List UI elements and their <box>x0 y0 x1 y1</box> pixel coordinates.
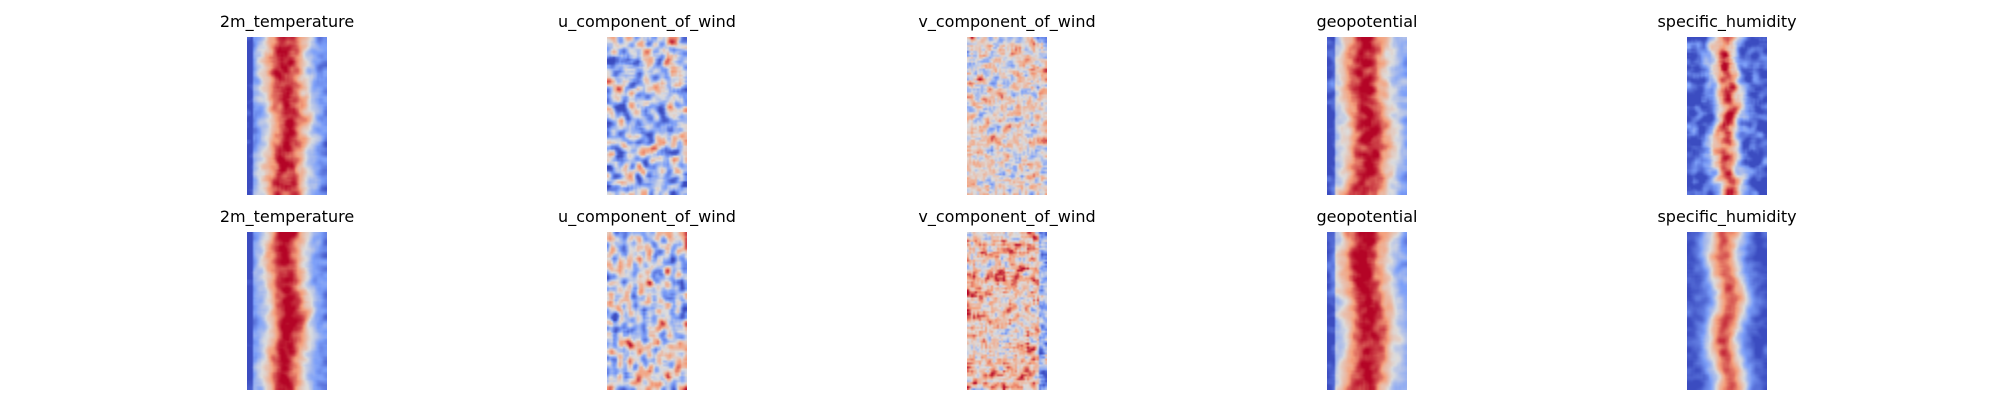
panel-title: u_component_of_wind <box>558 207 736 227</box>
heatmap-u-component-of-wind <box>607 232 687 390</box>
panel-title: 2m_temperature <box>220 12 354 32</box>
panel-title: 2m_temperature <box>220 207 354 227</box>
panel-title: v_component_of_wind <box>918 207 1095 227</box>
panel-title: geopotential <box>1317 207 1418 227</box>
panel-title: specific_humidity <box>1657 207 1796 227</box>
heatmap-geopotential <box>1327 232 1407 390</box>
heatmap-geopotential <box>1327 37 1407 195</box>
heatmap-v-component-of-wind <box>967 37 1047 195</box>
heatmap-specific-humidity <box>1687 37 1767 195</box>
panel-title: v_component_of_wind <box>918 12 1095 32</box>
heatmap-specific-humidity <box>1687 232 1767 390</box>
heatmap-2m-temperature <box>247 232 327 390</box>
panel-title: geopotential <box>1317 12 1418 32</box>
heatmap-2m-temperature <box>247 37 327 195</box>
panel-title: specific_humidity <box>1657 12 1796 32</box>
heatmap-u-component-of-wind <box>607 37 687 195</box>
panel-title: u_component_of_wind <box>558 12 736 32</box>
heatmap-v-component-of-wind <box>967 232 1047 390</box>
